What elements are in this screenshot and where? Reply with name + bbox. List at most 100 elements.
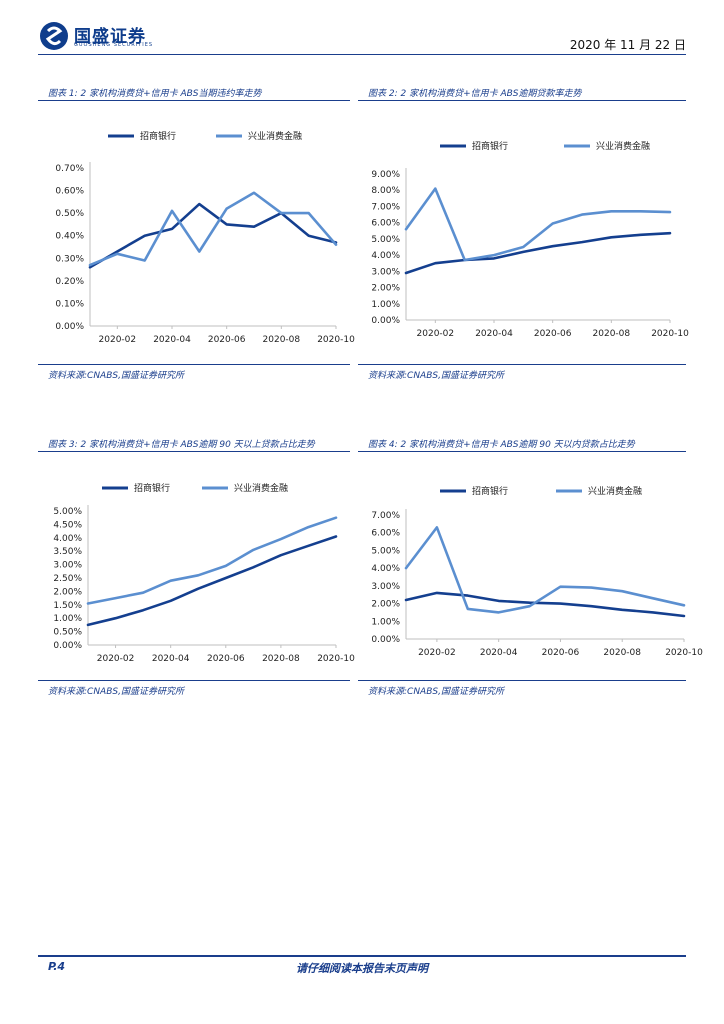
- y-tick-label: 7.00%: [371, 511, 400, 521]
- y-tick-label: 4.00%: [53, 534, 82, 544]
- y-tick-label: 2.00%: [53, 587, 82, 597]
- legend-label-1: 招商银行: [134, 482, 170, 494]
- x-tick-label: 2020-06: [207, 654, 245, 664]
- chart-3-source-rule: [38, 680, 350, 681]
- series-line-2: [404, 526, 686, 614]
- legend-label-1: 招商银行: [472, 140, 508, 152]
- y-tick-label: 0.00%: [371, 316, 400, 326]
- y-tick-label: 6.00%: [371, 219, 400, 229]
- x-tick-label: 2020-08: [263, 335, 301, 345]
- x-tick-label: 2020-10: [665, 648, 703, 658]
- y-tick-label: 0.30%: [55, 254, 84, 264]
- footer-divider: [38, 955, 686, 957]
- chart-2-title-rule: [358, 100, 686, 101]
- x-tick-label: 2020-08: [593, 329, 631, 339]
- x-tick-label: 2020-08: [262, 654, 300, 664]
- legend-label-1: 招商银行: [140, 130, 176, 142]
- series-line-2: [88, 191, 338, 267]
- y-tick-label: 1.00%: [53, 614, 82, 624]
- y-tick-label: 4.00%: [371, 564, 400, 574]
- y-tick-label: 1.50%: [53, 601, 82, 611]
- chart-4-title: 图表 4: 2 家机构消费贷+信用卡 ABS逾期 90 天以内贷款占比走势: [368, 440, 635, 450]
- legend-label-1: 招商银行: [472, 485, 508, 497]
- x-tick-label: 2020-04: [475, 329, 513, 339]
- series-line-1: [88, 202, 338, 269]
- chart-3-title-rule: [38, 451, 350, 452]
- y-tick-label: 3.00%: [371, 267, 400, 277]
- company-logo: 国盛证券 GUOSHENG SECURITIES: [38, 20, 168, 52]
- y-tick-label: 0.00%: [55, 322, 84, 332]
- x-tick-label: 2020-02: [417, 329, 455, 339]
- chart-4-source: 资料来源:CNABS,国盛证券研究所: [368, 687, 504, 697]
- y-tick-label: 0.20%: [55, 277, 84, 287]
- logo-mark-icon: [40, 22, 68, 50]
- header-divider: [38, 54, 686, 55]
- footer-disclaimer: 请仔细阅读本报告末页声明: [296, 962, 428, 975]
- y-tick-label: 0.50%: [53, 628, 82, 638]
- series-line-1: [86, 535, 338, 627]
- y-tick-label: 0.00%: [371, 635, 400, 645]
- chart-1-title: 图表 1: 2 家机构消费贷+信用卡 ABS当期违约率走势: [48, 89, 262, 99]
- series-line-2: [404, 187, 672, 262]
- series-line-1: [404, 591, 686, 618]
- y-tick-label: 5.00%: [371, 235, 400, 245]
- chart-3-title: 图表 3: 2 家机构消费贷+信用卡 ABS逾期 90 天以上贷款占比走势: [48, 440, 315, 450]
- x-tick-label: 2020-04: [480, 648, 518, 658]
- chart-4-source-rule: [358, 680, 686, 681]
- series-line-2: [86, 516, 338, 605]
- x-tick-label: 2020-06: [208, 335, 246, 345]
- x-tick-label: 2020-10: [317, 654, 355, 664]
- x-tick-label: 2020-06: [542, 648, 580, 658]
- chart-1-source-rule: [38, 364, 350, 365]
- y-tick-label: 3.00%: [53, 561, 82, 571]
- x-tick-label: 2020-10: [317, 335, 355, 345]
- y-tick-label: 4.00%: [371, 251, 400, 261]
- y-tick-label: 2.00%: [371, 284, 400, 294]
- y-tick-label: 0.40%: [55, 232, 84, 242]
- chart-2-source-rule: [358, 364, 686, 365]
- y-tick-label: 0.50%: [55, 209, 84, 219]
- x-tick-label: 2020-04: [152, 654, 190, 664]
- chart-1: 招商银行 兴业消费金融 0.00% 0.10% 0.20% 0.30% 0.40% 0.50%…: [55, 130, 355, 345]
- x-tick-label: 2020-04: [153, 335, 191, 345]
- y-tick-label: 3.00%: [371, 582, 400, 592]
- chart-2-title: 图表 2: 2 家机构消费贷+信用卡 ABS逾期贷款率走势: [368, 89, 582, 99]
- legend-label-2: 兴业消费金融: [248, 130, 302, 142]
- y-tick-label: 0.70%: [55, 164, 84, 174]
- y-tick-label: 5.00%: [371, 546, 400, 556]
- y-tick-label: 3.50%: [53, 547, 82, 557]
- y-tick-label: 2.50%: [53, 574, 82, 584]
- company-name: 国盛证券: [74, 27, 146, 47]
- y-tick-label: 0.60%: [55, 187, 84, 197]
- y-tick-label: 6.00%: [371, 529, 400, 539]
- chart-1-title-rule: [38, 100, 350, 101]
- legend-label-2: 兴业消费金融: [588, 485, 642, 497]
- y-tick-label: 9.00%: [371, 170, 400, 180]
- chart-2-source: 资料来源:CNABS,国盛证券研究所: [368, 371, 504, 381]
- y-tick-label: 8.00%: [371, 186, 400, 196]
- chart-4-title-rule: [358, 451, 686, 452]
- x-tick-label: 2020-02: [418, 648, 456, 658]
- company-name-en: GUOSHENG SECURITIES: [74, 42, 154, 48]
- y-tick-label: 1.00%: [371, 300, 400, 310]
- y-tick-label: 0.10%: [55, 299, 84, 309]
- chart-3: 招商银行 兴业消费金融 0.00% 0.50% 1.00% 1.50% 2.00% 2.50%…: [53, 482, 355, 664]
- legend-label-2: 兴业消费金融: [596, 140, 650, 152]
- y-tick-label: 5.00%: [53, 507, 82, 517]
- x-tick-label: 2020-08: [603, 648, 641, 658]
- chart-2: 招商银行 兴业消费金融 0.00% 1.00% 2.00% 3.00% 4.00% 5.00%…: [371, 140, 689, 339]
- x-tick-label: 2020-02: [99, 335, 137, 345]
- report-date: 2020 年 11 月 22 日: [569, 38, 686, 52]
- chart-4: 招商银行 兴业消费金融 0.00% 1.00% 2.00% 3.00% 4.00% 5.00%…: [371, 485, 703, 658]
- chart-1-source: 资料来源:CNABS,国盛证券研究所: [48, 371, 184, 381]
- series-line-1: [404, 231, 672, 275]
- y-tick-label: 1.00%: [371, 617, 400, 627]
- y-tick-label: 2.00%: [371, 600, 400, 610]
- x-tick-label: 2020-10: [651, 329, 689, 339]
- x-tick-label: 2020-02: [97, 654, 135, 664]
- x-tick-label: 2020-06: [534, 329, 572, 339]
- y-tick-label: 0.00%: [53, 641, 82, 651]
- chart-3-source: 资料来源:CNABS,国盛证券研究所: [48, 687, 184, 697]
- page-number: P.4: [48, 960, 66, 973]
- legend-label-2: 兴业消费金融: [234, 482, 288, 494]
